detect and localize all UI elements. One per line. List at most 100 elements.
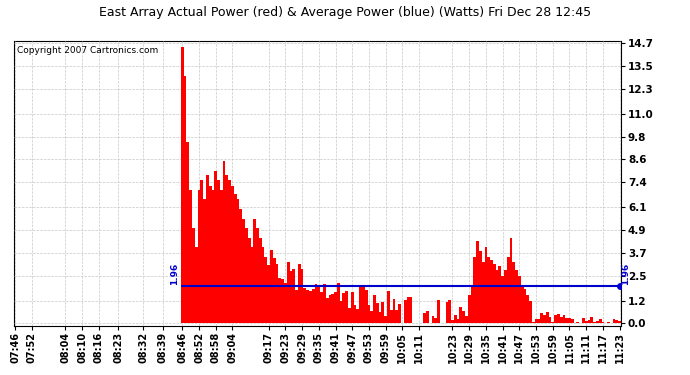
Bar — [543, 315, 546, 323]
Bar — [242, 219, 245, 323]
Bar — [309, 291, 312, 323]
Bar — [551, 322, 554, 323]
Bar — [571, 319, 573, 323]
Bar — [228, 180, 231, 323]
Bar — [181, 47, 184, 323]
Bar — [282, 279, 284, 323]
Bar — [195, 247, 197, 323]
Bar — [189, 190, 192, 323]
Bar — [468, 295, 471, 323]
Bar — [593, 322, 596, 323]
Bar — [371, 311, 373, 323]
Text: East Array Actual Power (red) & Average Power (blue) (Watts) Fri Dec 28 12:45: East Array Actual Power (red) & Average … — [99, 6, 591, 19]
Bar — [197, 190, 200, 323]
Bar — [409, 297, 412, 323]
Bar — [473, 256, 476, 323]
Bar — [339, 301, 342, 323]
Bar — [365, 290, 368, 323]
Bar — [287, 262, 290, 323]
Bar — [253, 219, 256, 323]
Bar — [562, 315, 565, 323]
Bar — [490, 261, 493, 323]
Bar — [376, 303, 379, 323]
Bar — [462, 311, 465, 323]
Bar — [515, 270, 518, 323]
Bar — [460, 307, 462, 323]
Bar — [451, 320, 454, 323]
Bar — [382, 302, 384, 323]
Bar — [387, 291, 390, 323]
Bar — [404, 300, 406, 323]
Bar — [479, 251, 482, 323]
Bar — [532, 322, 535, 323]
Bar — [357, 309, 359, 323]
Bar — [186, 142, 189, 323]
Bar — [557, 314, 560, 323]
Bar — [359, 285, 362, 323]
Bar — [334, 292, 337, 323]
Bar — [588, 320, 591, 323]
Bar — [482, 262, 484, 323]
Bar — [248, 238, 250, 323]
Text: 1.96: 1.96 — [621, 262, 630, 285]
Bar — [471, 285, 473, 323]
Bar — [342, 293, 345, 323]
Bar — [465, 316, 468, 323]
Bar — [353, 306, 357, 323]
Bar — [521, 285, 524, 323]
Bar — [565, 318, 568, 323]
Bar — [328, 295, 331, 323]
Text: 1.96: 1.96 — [170, 262, 179, 285]
Bar — [200, 180, 203, 323]
Bar — [226, 175, 228, 323]
Bar — [395, 310, 398, 323]
Bar — [493, 264, 495, 323]
Bar — [454, 315, 457, 323]
Bar — [273, 258, 275, 323]
Bar — [432, 316, 435, 323]
Bar — [215, 171, 217, 323]
Bar — [423, 313, 426, 323]
Bar — [368, 305, 371, 323]
Bar — [362, 285, 365, 323]
Text: Copyright 2007 Cartronics.com: Copyright 2007 Cartronics.com — [17, 45, 158, 54]
Bar — [476, 242, 479, 323]
Bar — [312, 289, 315, 323]
Bar — [457, 320, 460, 323]
Bar — [484, 247, 487, 323]
Bar — [373, 295, 376, 323]
Bar — [275, 264, 278, 323]
Bar — [223, 161, 226, 323]
Bar — [184, 76, 186, 323]
Bar — [209, 186, 212, 323]
Bar — [576, 322, 579, 323]
Bar — [337, 284, 339, 323]
Bar — [607, 322, 610, 323]
Bar — [298, 264, 301, 323]
Bar — [510, 238, 513, 323]
Bar — [487, 256, 490, 323]
Bar — [393, 299, 395, 323]
Bar — [504, 270, 506, 323]
Bar — [250, 247, 253, 323]
Bar — [220, 190, 223, 323]
Bar — [306, 290, 309, 323]
Bar — [304, 288, 306, 323]
Bar — [535, 319, 538, 323]
Bar — [599, 319, 602, 323]
Bar — [264, 256, 267, 323]
Bar — [379, 312, 382, 323]
Bar — [301, 269, 304, 323]
Bar — [546, 312, 549, 323]
Bar — [239, 209, 242, 323]
Bar — [596, 321, 599, 323]
Bar — [326, 298, 328, 323]
Bar — [323, 284, 326, 323]
Bar — [613, 320, 615, 323]
Bar — [506, 256, 510, 323]
Bar — [315, 284, 317, 323]
Bar — [448, 300, 451, 323]
Bar — [498, 266, 501, 323]
Bar — [540, 313, 543, 323]
Bar — [345, 291, 348, 323]
